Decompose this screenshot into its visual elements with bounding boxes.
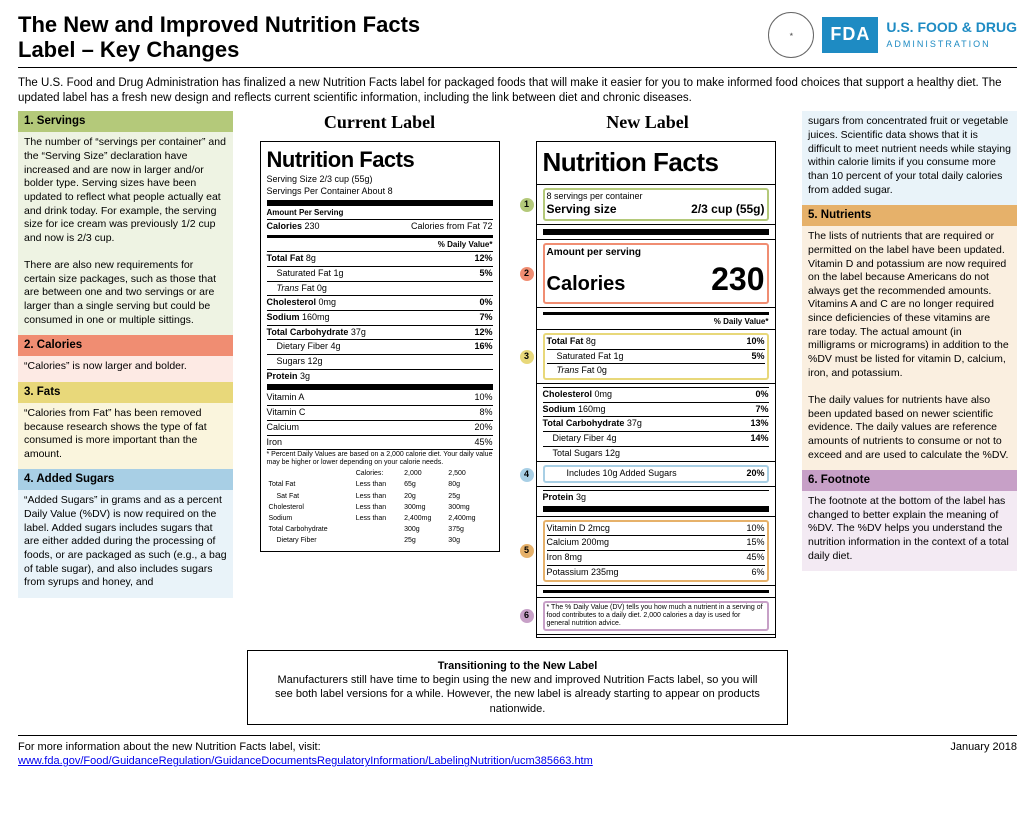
section-body: The number of “servings per container” a… [18, 132, 233, 335]
nutrient-row: Trans Fat 0g [547, 365, 765, 377]
added-sugars-dv: 20% [746, 468, 764, 480]
current-label-col: Current Label Nutrition Facts Serving Si… [260, 111, 500, 637]
servings-per: 8 servings per container [547, 191, 765, 203]
section-head-calories: 2. Calories [18, 335, 233, 356]
section-head-nutrients: 5. Nutrients [802, 205, 1017, 226]
highlight-box: Amount per serving Calories 230 [543, 243, 769, 304]
added-sugars: Includes 10g Added Sugars [547, 468, 677, 480]
right-column: sugars from concentrated fruit or vegeta… [802, 111, 1017, 724]
vitamin-row: Vitamin A10% [267, 392, 493, 404]
current-label-title: Current Label [260, 111, 500, 134]
callout-badge-5: 5 [520, 544, 534, 558]
calories-label: Calories [267, 221, 303, 231]
page-footer: For more information about the new Nutri… [18, 735, 1017, 769]
fda-branding: ★ FDA U.S. FOOD & DRUGADMINISTRATION [768, 12, 1017, 58]
nutrient-row: Sodium 160mg7% [543, 404, 769, 416]
transition-title: Transitioning to the New Label [268, 659, 767, 673]
nutrient-row: Sugars 12g [267, 356, 493, 368]
vitamin-row: Potassium 235mg6% [547, 567, 765, 579]
section-body: “Calories from Fat” has been removed bec… [18, 403, 233, 470]
servings-per: Servings Per Container About 8 [267, 186, 493, 198]
new-label: Nutrition Facts [536, 141, 776, 185]
amount-per-serving: Amount per serving [547, 246, 765, 259]
footnote-table: Calories:2,0002,500Total FatLess than65g… [267, 467, 493, 547]
nf-heading-new: Nutrition Facts [543, 146, 769, 180]
highlight-box: 8 servings per containerServing size 2/3 … [543, 188, 769, 221]
nutrient-row: Total Sugars 12g [543, 448, 769, 460]
section-body: “Added Sugars” in grams and as a percent… [18, 490, 233, 597]
transition-box: Transitioning to the New Label Manufactu… [247, 650, 788, 725]
section-body: The lists of nutrients that are required… [802, 226, 1017, 470]
calories-value: 230 [305, 221, 320, 231]
page-title: The New and Improved Nutrition Facts Lab… [18, 12, 420, 63]
vitamin-row: Calcium 200mg15% [547, 537, 765, 549]
center-column: Current Label Nutrition Facts Serving Si… [247, 111, 788, 724]
vitamin-row: Calcium20% [267, 422, 493, 434]
nf-heading: Nutrition Facts [267, 146, 493, 175]
serving-size-label: Serving size [547, 202, 617, 218]
intro-text: The U.S. Food and Drug Administration ha… [18, 76, 1017, 106]
nutrient-row: Saturated Fat 1g5% [267, 268, 493, 280]
new-footnote: * The % Daily Value (DV) tells you how m… [547, 604, 765, 628]
nutrient-row: Dietary Fiber 4g16% [267, 341, 493, 353]
nutrient-row: Trans Fat 0g [267, 283, 493, 295]
highlight-box: Includes 10g Added Sugars 20% [543, 465, 769, 483]
vitamin-row: Vitamin D 2mcg10% [547, 523, 765, 535]
serving-size-value: 2/3 cup (55g) [691, 202, 764, 218]
dv-header: % Daily Value* [714, 317, 769, 327]
new-label-col: New Label Nutrition Facts 1 8 servings pe… [520, 111, 776, 637]
fda-logo-icon: FDA [822, 17, 878, 52]
section-head-fats: 3. Fats [18, 382, 233, 403]
highlight-box: Vitamin D 2mcg10% Calcium 200mg15% Iron 8m… [543, 520, 769, 582]
fda-name: U.S. FOOD & DRUGADMINISTRATION [886, 20, 1017, 51]
vitamin-row: Iron 8mg45% [547, 552, 765, 564]
callout-badge-2: 2 [520, 267, 534, 281]
highlight-box: * The % Daily Value (DV) tells you how m… [543, 601, 769, 631]
serving-size: Serving Size 2/3 cup (55g) [267, 174, 493, 186]
section-body: The footnote at the bottom of the label … [802, 491, 1017, 571]
section-head-added sugars: 4. Added Sugars [18, 469, 233, 490]
footer-text: For more information about the new Nutri… [18, 741, 321, 753]
footer-date: January 2018 [950, 740, 1017, 769]
hhs-seal-icon: ★ [768, 12, 814, 58]
nutrient-row: Total Carbohydrate 37g12% [267, 327, 493, 339]
nutrient-row: Sodium 160mg7% [267, 312, 493, 324]
callout-badge-4: 4 [520, 468, 534, 482]
nutrient-row: Saturated Fat 1g5% [547, 351, 765, 363]
nutrient-row: Cholesterol 0mg0% [267, 297, 493, 309]
nutrient-row: Total Carbohydrate 37g13% [543, 418, 769, 430]
section-body: “Calories” is now larger and bolder. [18, 356, 233, 382]
nutrient-row: Total Fat 8g10% [547, 336, 765, 348]
vitamin-row: Iron45% [267, 437, 493, 449]
vitamin-row: Vitamin C8% [267, 407, 493, 419]
nutrient-row: Protein 3g [543, 492, 769, 504]
transition-body: Manufacturers still have time to begin u… [268, 673, 767, 716]
left-column: 1. ServingsThe number of “servings per c… [18, 111, 233, 724]
callout-badge-6: 6 [520, 609, 534, 623]
current-footnote: * Percent Daily Values are based on a 2,… [267, 451, 493, 467]
nutrient-row: Protein 3g [267, 371, 493, 383]
nutrient-row: Cholesterol 0mg0% [543, 389, 769, 401]
section-head-servings: 1. Servings [18, 111, 233, 132]
new-label-title: New Label [520, 111, 776, 134]
current-label: Nutrition Facts Serving Size 2/3 cup (55… [260, 141, 500, 552]
highlight-box: Total Fat 8g10% Saturated Fat 1g5% Trans F… [543, 333, 769, 380]
calories-value: 230 [711, 259, 764, 301]
dv-header: % Daily Value* [438, 240, 493, 250]
callout-badge-1: 1 [520, 198, 534, 212]
section-body-cont: sugars from concentrated fruit or vegeta… [802, 111, 1017, 205]
page-header: The New and Improved Nutrition Facts Lab… [18, 12, 1017, 68]
nutrient-row: Dietary Fiber 4g14% [543, 433, 769, 445]
calories-from-fat: Calories from Fat 72 [411, 221, 493, 233]
callout-badge-3: 3 [520, 350, 534, 364]
amount-per-serving: Amount Per Serving [267, 208, 493, 218]
section-head-footnote: 6. Footnote [802, 470, 1017, 491]
footer-link[interactable]: www.fda.gov/Food/GuidanceRegulation/Guid… [18, 755, 593, 767]
nutrient-row: Total Fat 8g12% [267, 253, 493, 265]
calories-label: Calories [547, 271, 626, 297]
